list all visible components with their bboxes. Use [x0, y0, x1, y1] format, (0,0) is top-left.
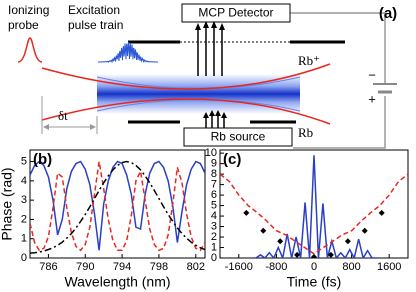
- delay-label: δt: [58, 108, 68, 123]
- circuit-wire: [290, 12, 386, 149]
- y-tick-label: 7: [211, 179, 217, 191]
- x-tick-label: 794: [113, 261, 131, 273]
- probe-pulse: [17, 37, 43, 63]
- x-tick-label: -1600: [225, 261, 253, 273]
- marker: [344, 238, 351, 245]
- y-tick-label: 2: [211, 231, 217, 243]
- x-tick-label: 790: [76, 261, 94, 273]
- y-tick-label: 1: [211, 241, 217, 253]
- series-line: [30, 161, 205, 252]
- y-tick-label: 4: [21, 175, 27, 187]
- x-tick-label: 798: [150, 261, 168, 273]
- y-tick-label: 3: [21, 194, 27, 206]
- x-tick-label: 786: [39, 261, 57, 273]
- series-line: [251, 155, 377, 258]
- y-tick-label: 6: [211, 189, 217, 201]
- source-label: Rb source: [211, 130, 266, 144]
- x-tick-label: 0: [311, 261, 317, 273]
- source-box: [183, 127, 293, 147]
- excitation-label: Excitation: [68, 3, 120, 17]
- plot-area: [220, 155, 408, 258]
- y-tick-label: 0: [211, 252, 217, 264]
- x-tick-label: 800: [342, 261, 360, 273]
- detector-box: [181, 3, 291, 23]
- setup-diagram: − + MCP Detector Rb source Rb⁺ Rb: [8, 3, 397, 149]
- marker: [361, 227, 368, 234]
- atom-label: Rb: [298, 125, 313, 140]
- laser-beam: [41, 63, 331, 125]
- x-tick-label: 1600: [377, 261, 401, 273]
- marker: [294, 251, 301, 258]
- pulse-train: [98, 42, 158, 64]
- y-tick-label: 0: [21, 252, 27, 264]
- marker: [260, 227, 267, 234]
- detector-label: MCP Detector: [198, 6, 273, 20]
- y-tick-label: 9: [211, 158, 217, 170]
- delay-arrow-head: [43, 124, 96, 130]
- y-tick-label: 4: [211, 210, 217, 222]
- panel-label: (a): [379, 5, 397, 22]
- marker: [378, 209, 385, 216]
- y-tick-label: 8: [211, 168, 217, 180]
- panel-label: (c): [223, 151, 241, 168]
- ion-label: Rb⁺: [298, 53, 320, 68]
- marker: [327, 251, 334, 258]
- marker: [243, 209, 250, 216]
- marker: [311, 253, 317, 258]
- series-line: [220, 173, 408, 255]
- probe-label: Ionizing: [8, 3, 49, 17]
- plot-area: [30, 160, 205, 254]
- chart: 0 1 2 3 4 5 786 790 794 798 802 (b) Wavelength (nm) P…: [0, 149, 206, 290]
- probe-label: probe: [8, 18, 39, 32]
- x-tick-label: -800: [265, 261, 287, 273]
- y-tick-label: 1: [21, 233, 27, 245]
- x-tick-label: 802: [187, 261, 205, 273]
- battery-plus: +: [368, 91, 376, 106]
- battery-minus: −: [368, 67, 376, 82]
- y-tick-label: 2: [21, 213, 27, 225]
- arrow-heads: [195, 21, 227, 118]
- marker: [277, 238, 284, 245]
- y-axis-label: Phase (rad): [0, 167, 15, 240]
- atom-beam: [97, 74, 300, 114]
- plot-frame: [29, 149, 206, 259]
- x-axis-label: Wavelength (nm): [64, 274, 170, 290]
- y-tick-label: 3: [211, 220, 217, 232]
- series-line: [30, 160, 205, 254]
- panel-label: (b): [33, 151, 52, 168]
- y-tick-label: 10: [205, 147, 217, 159]
- series-line: [30, 160, 205, 251]
- x-axis-label: Time (fs): [287, 274, 342, 290]
- y-tick-label: 5: [21, 155, 27, 167]
- excitation-label: pulse train: [68, 18, 123, 32]
- y-tick-label: 5: [211, 199, 217, 211]
